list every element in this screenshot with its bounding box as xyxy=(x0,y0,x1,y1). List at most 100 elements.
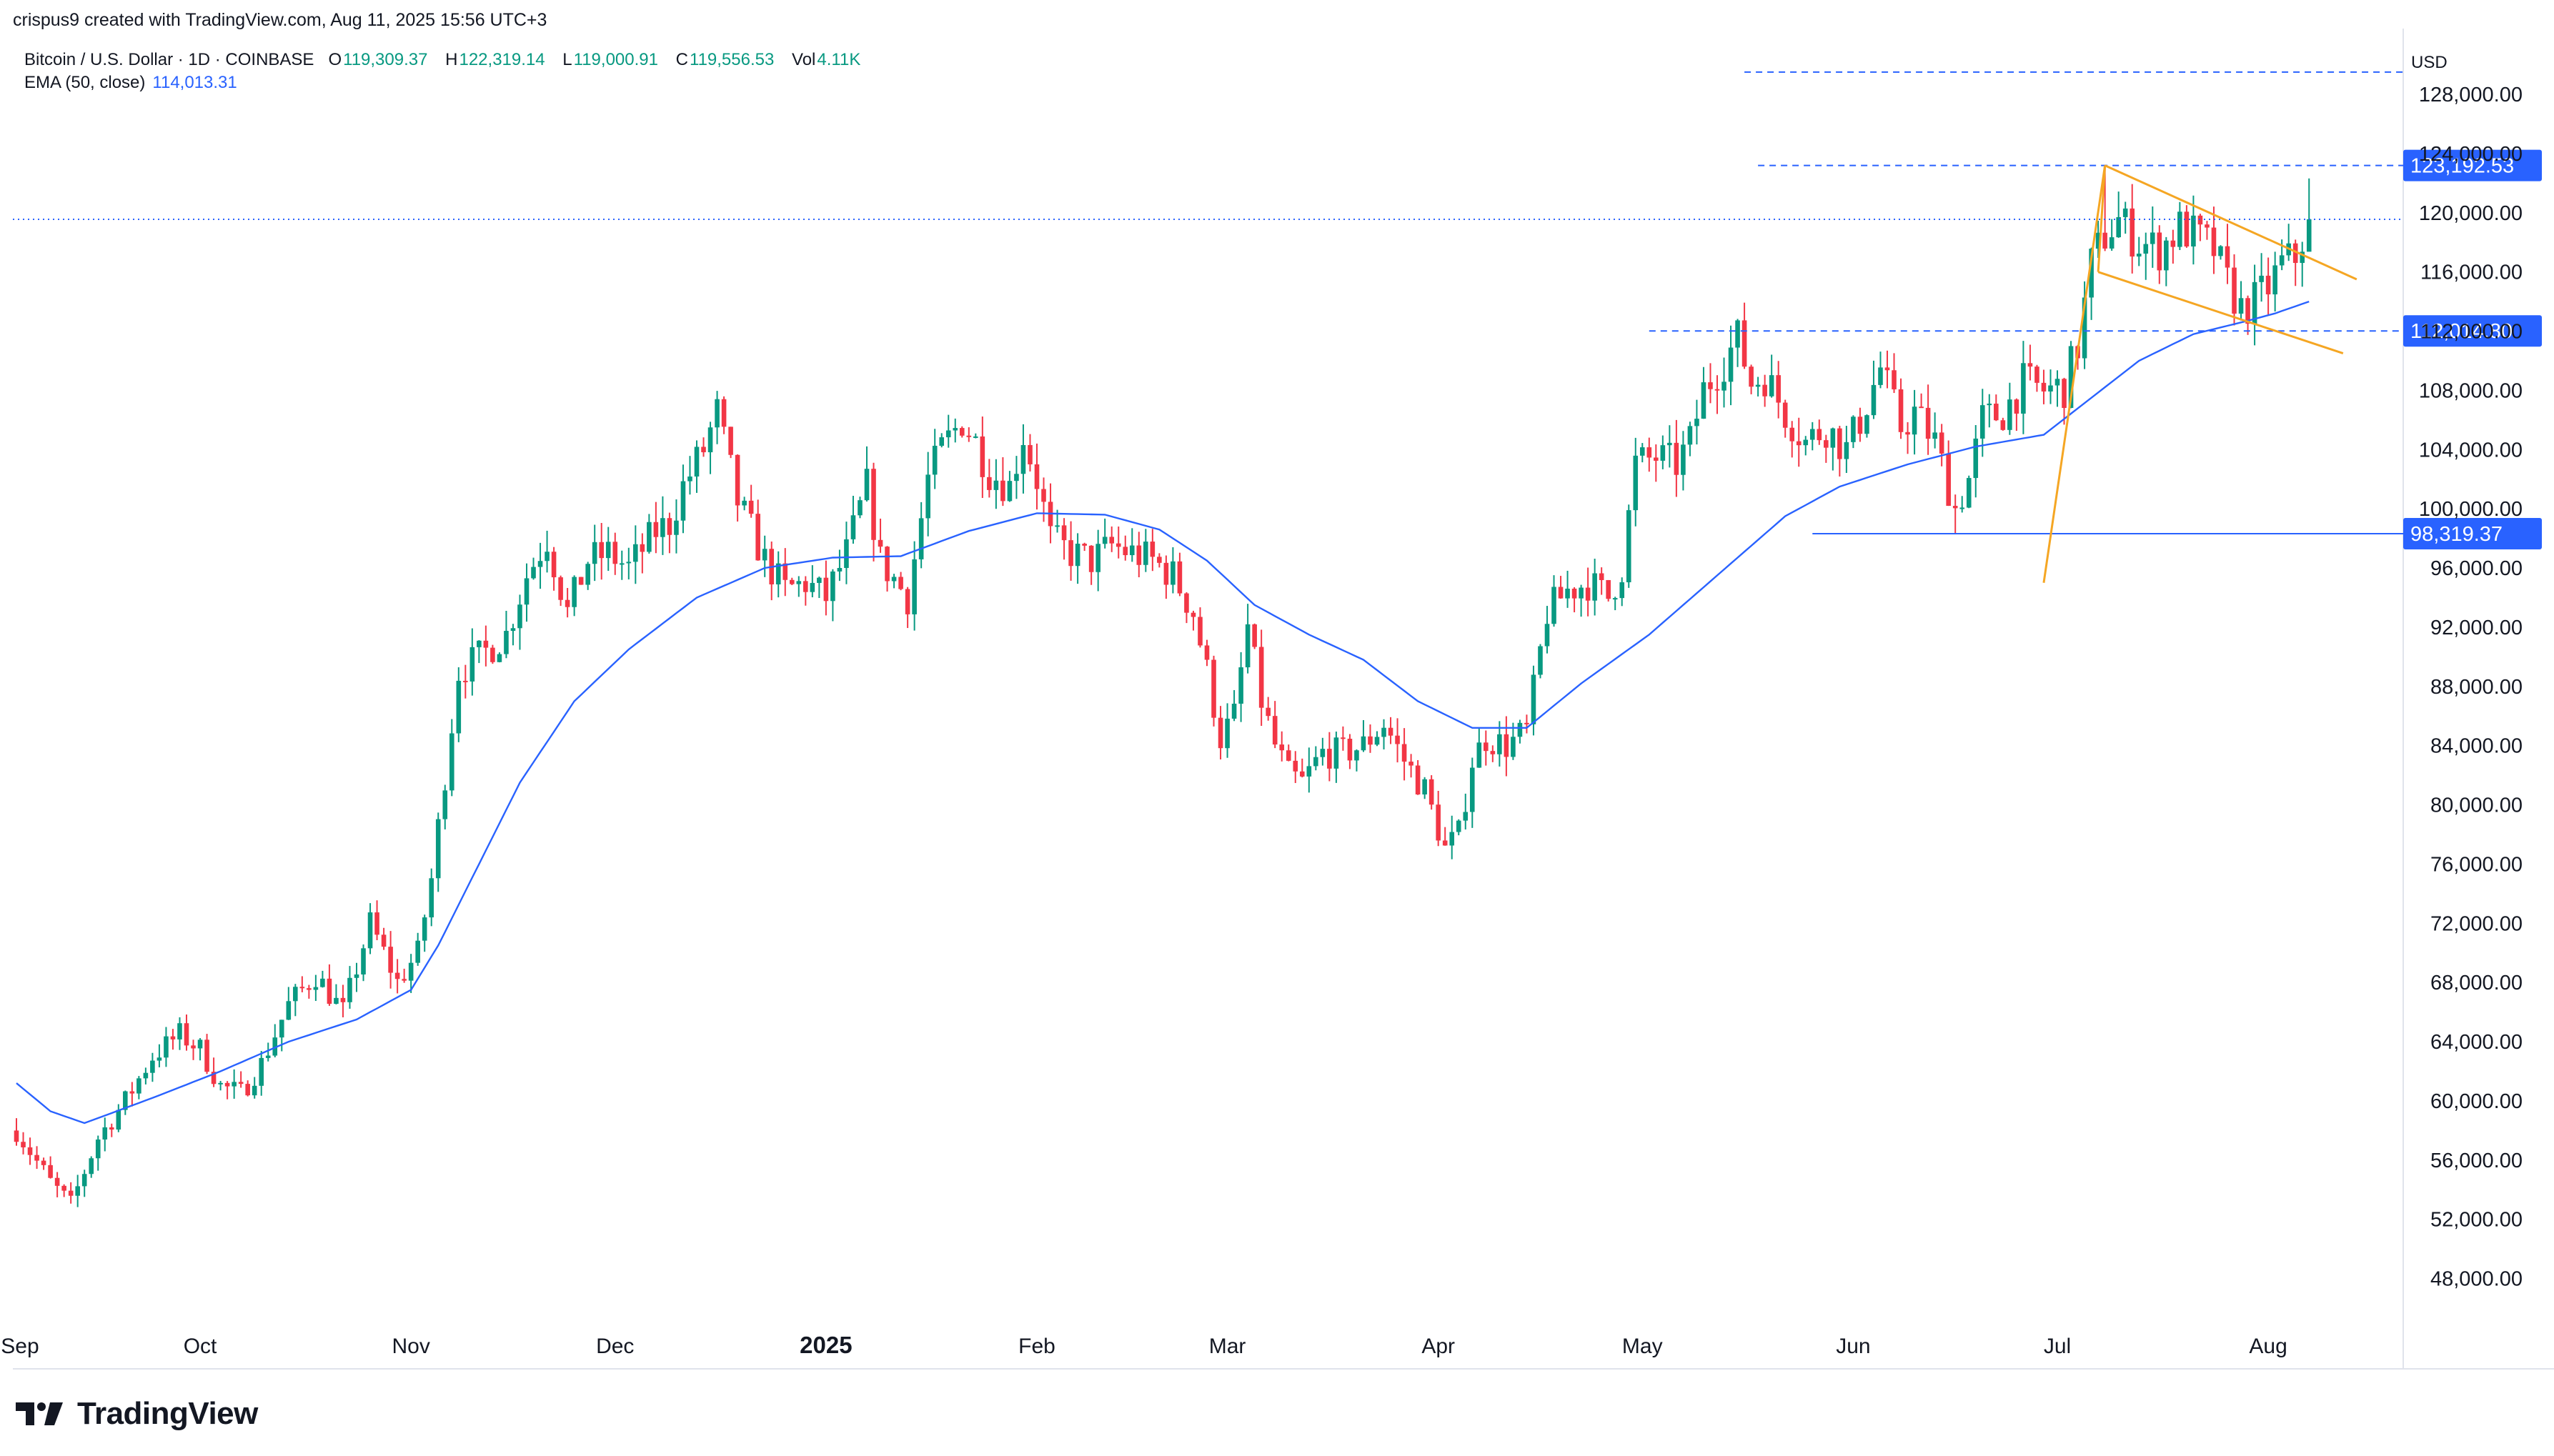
candle-body xyxy=(1449,832,1455,846)
candle-body xyxy=(1184,593,1189,613)
candle xyxy=(279,1019,284,1052)
candle xyxy=(885,546,890,592)
candle-body xyxy=(2184,211,2190,246)
candle xyxy=(1551,575,1556,627)
candle-body xyxy=(2122,208,2128,217)
candle xyxy=(2150,206,2155,268)
candle-body xyxy=(1422,779,1427,795)
candle-body xyxy=(1327,749,1332,769)
candle xyxy=(150,1052,155,1082)
candle xyxy=(1463,793,1469,830)
candle xyxy=(531,557,536,580)
candle-body xyxy=(2150,232,2155,244)
candle-body xyxy=(1034,464,1040,489)
candle-body xyxy=(864,469,870,501)
y-tick-label: 108,000.00 xyxy=(2419,379,2523,402)
candle-body xyxy=(1000,480,1005,502)
candle-body xyxy=(1776,375,1781,403)
candle xyxy=(211,1057,217,1087)
candle xyxy=(2272,251,2277,311)
symbol-title[interactable]: Bitcoin / U.S. Dollar · 1D · COINBASE xyxy=(24,50,314,69)
candle-body xyxy=(1830,428,1836,448)
candle xyxy=(2027,344,2033,381)
candle xyxy=(1694,399,1699,445)
candle xyxy=(374,900,379,941)
candle xyxy=(2286,224,2291,261)
candle-body xyxy=(1279,744,1285,751)
candle-body xyxy=(844,539,849,568)
candle-body xyxy=(1014,474,1019,482)
candle-body xyxy=(728,427,733,455)
candle xyxy=(1809,422,1815,451)
x-tick-label: May xyxy=(1622,1335,1663,1358)
candle xyxy=(850,495,856,544)
candle-body xyxy=(1755,384,1761,387)
candle xyxy=(823,560,829,616)
candle-body xyxy=(640,544,645,552)
candle xyxy=(1442,827,1448,846)
tradingview-logo[interactable]: TradingView xyxy=(16,1396,258,1432)
candle xyxy=(1368,724,1373,753)
candle-body xyxy=(585,564,590,585)
candle xyxy=(109,1123,114,1137)
candle xyxy=(1401,728,1407,781)
candle-body xyxy=(1231,703,1237,719)
candle xyxy=(687,456,692,495)
y-tick-label: 96,000.00 xyxy=(2430,557,2523,580)
candle xyxy=(1258,629,1264,726)
candle xyxy=(1034,443,1040,510)
candle-body xyxy=(653,522,659,537)
candle-body xyxy=(1299,771,1305,777)
candle xyxy=(2157,225,2162,284)
candle-body xyxy=(1769,375,1774,397)
candle xyxy=(796,576,802,597)
candle-body xyxy=(1646,447,1652,458)
candle xyxy=(585,562,590,590)
candle xyxy=(953,418,958,443)
candle xyxy=(388,931,393,989)
candle-body xyxy=(1994,403,1999,421)
candle-body xyxy=(2252,281,2257,324)
candle-body xyxy=(1415,765,1421,795)
candle-body xyxy=(1654,457,1659,461)
ema-label[interactable]: EMA (50, close) xyxy=(24,73,146,92)
candle xyxy=(1299,758,1305,778)
candle-body xyxy=(932,445,938,475)
candle xyxy=(939,433,945,448)
candle-body xyxy=(1973,438,1979,479)
candle xyxy=(272,1024,278,1058)
price-level-tag xyxy=(2403,315,2542,347)
candle xyxy=(245,1080,250,1097)
candle-body xyxy=(1626,510,1631,583)
candle-body xyxy=(667,518,672,535)
candle-body xyxy=(912,559,917,614)
candle-body xyxy=(1286,750,1291,761)
candle-body xyxy=(2014,399,2019,414)
candle-body xyxy=(1361,736,1366,751)
candle xyxy=(27,1137,33,1165)
candle xyxy=(551,547,557,591)
candle xyxy=(54,1172,60,1197)
candle xyxy=(1469,757,1475,828)
candle-body xyxy=(878,539,883,547)
ema-value: 114,013.31 xyxy=(152,73,237,92)
candle-body xyxy=(2197,215,2203,225)
candle xyxy=(1544,606,1550,654)
candle-body xyxy=(1204,645,1210,660)
candle-body xyxy=(1171,561,1176,585)
candle-body xyxy=(966,435,972,437)
candle xyxy=(762,535,767,577)
currency-label[interactable]: USD xyxy=(2411,53,2448,72)
candle-body xyxy=(1469,767,1475,812)
candle-body xyxy=(2211,227,2217,256)
candle-body xyxy=(1341,737,1346,739)
candle-body xyxy=(1708,382,1713,389)
candle xyxy=(742,497,747,511)
candle xyxy=(367,903,373,954)
candle-body xyxy=(687,477,692,482)
candle-body xyxy=(1782,402,1788,428)
candle xyxy=(1741,302,1747,369)
candle-body xyxy=(129,1091,135,1094)
candle-body xyxy=(313,987,319,990)
